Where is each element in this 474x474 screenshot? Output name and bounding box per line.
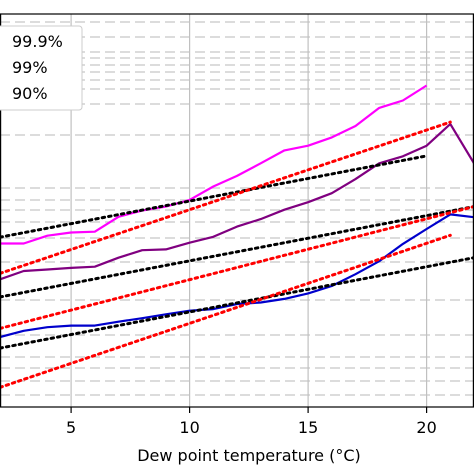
series-line-1 xyxy=(0,122,474,281)
x-tick-label: 20 xyxy=(416,418,436,437)
red-fit-line-6 xyxy=(0,120,452,275)
legend-entry-90: 90% xyxy=(12,84,48,103)
x-axis-title: Dew point temperature (°C) xyxy=(137,446,361,465)
series-layer xyxy=(0,84,474,389)
legend-box xyxy=(0,25,83,111)
red-fit-line-8 xyxy=(0,233,452,389)
legend: 99.9% 99% 90% xyxy=(0,25,83,111)
x-tick-label: 5 xyxy=(66,418,76,437)
red-fit-line-7 xyxy=(0,205,474,330)
plot-frame xyxy=(0,13,474,408)
legend-entry-99: 99% xyxy=(12,58,48,77)
x-tick-label: 15 xyxy=(298,418,318,437)
x-axis: 5 10 15 20 xyxy=(66,407,437,437)
series-line-0 xyxy=(0,84,428,245)
black-fit-line-5 xyxy=(0,256,474,350)
x-tick-label: 10 xyxy=(179,418,199,437)
black-fit-line-4 xyxy=(0,205,474,299)
legend-entry-99-9: 99.9% xyxy=(12,32,63,51)
black-fit-line-3 xyxy=(0,154,429,239)
